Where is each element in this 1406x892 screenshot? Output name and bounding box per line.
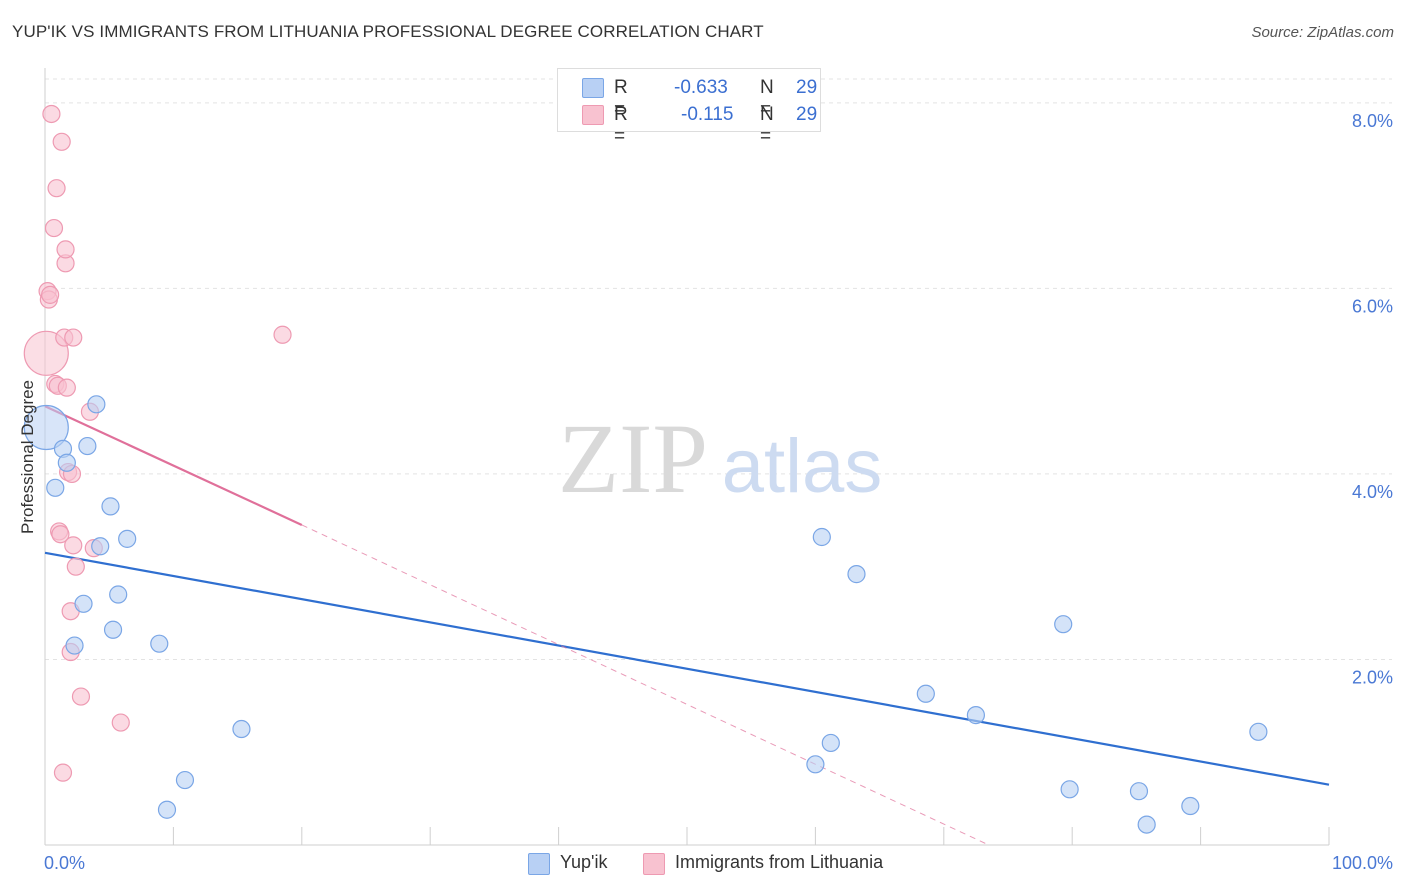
data-point-yupik bbox=[109, 585, 128, 604]
data-point-lithuania bbox=[57, 378, 76, 397]
data-point-yupik bbox=[57, 453, 76, 472]
data-point-yupik bbox=[1060, 780, 1079, 799]
data-point-yupik bbox=[157, 800, 177, 819]
source-label: Source: ZipAtlas.com bbox=[1251, 24, 1394, 41]
legend-r-value: -0.115 bbox=[681, 104, 734, 125]
data-point-yupik bbox=[150, 634, 169, 653]
watermark-zip: ZIP bbox=[558, 403, 708, 514]
legend-n-value: 29 bbox=[796, 104, 818, 125]
y-tick-label: 2.0% bbox=[1352, 667, 1393, 687]
data-point-yupik bbox=[101, 497, 120, 516]
tick-labels: 2.0% 4.0% 6.0% 8.0% 0.0% 100.0% bbox=[44, 111, 1393, 873]
watermark-atlas: atlas bbox=[722, 424, 883, 509]
data-point-yupik bbox=[91, 537, 110, 556]
data-point-lithuania bbox=[111, 713, 130, 732]
trend-line-lithuania-extension bbox=[301, 524, 989, 846]
y-tick-label: 6.0% bbox=[1352, 296, 1393, 316]
data-point-yupik bbox=[1249, 722, 1268, 741]
trend-lines bbox=[44, 405, 1330, 846]
data-point-lithuania bbox=[53, 763, 73, 782]
trend-line-lithuania bbox=[44, 405, 303, 526]
y-axis-label: Professional Degree bbox=[18, 380, 37, 534]
data-point-lithuania bbox=[51, 525, 70, 544]
correlation-legend: R = -0.633 N = 29 R = -0.115 N = 29 bbox=[557, 68, 821, 147]
bottom-legend-label-lithuania: Immigrants from Lithuania bbox=[675, 852, 884, 872]
data-point-lithuania bbox=[64, 536, 83, 555]
data-point-yupik bbox=[1129, 782, 1149, 801]
data-point-yupik bbox=[847, 565, 866, 584]
y-tick-label: 8.0% bbox=[1352, 111, 1393, 131]
data-point-lithuania bbox=[71, 687, 91, 706]
data-point-yupik bbox=[103, 620, 123, 639]
data-point-yupik bbox=[1181, 796, 1200, 816]
data-point-yupik bbox=[916, 684, 935, 703]
legend-n-value: 29 bbox=[796, 77, 818, 98]
x-tick-label: 100.0% bbox=[1332, 853, 1393, 873]
legend-r-label: R = bbox=[614, 104, 628, 147]
gridlines bbox=[45, 78, 1392, 660]
data-points bbox=[23, 104, 1268, 834]
legend-swatch-pink bbox=[582, 105, 604, 125]
legend-n-label: N = bbox=[760, 104, 774, 147]
data-point-yupik bbox=[23, 404, 69, 451]
legend-n-label: N = bbox=[760, 77, 774, 120]
data-point-yupik bbox=[65, 636, 84, 655]
data-point-lithuania bbox=[66, 557, 85, 576]
data-point-yupik bbox=[87, 395, 106, 414]
y-tick-label: 4.0% bbox=[1352, 482, 1393, 502]
data-point-lithuania bbox=[64, 328, 83, 347]
legend-r-label: R = bbox=[614, 77, 628, 120]
data-point-lithuania bbox=[41, 285, 60, 304]
data-point-lithuania bbox=[47, 179, 66, 198]
bottom-legend-swatch-blue bbox=[528, 853, 550, 875]
legend-r-value: -0.633 bbox=[674, 77, 728, 98]
data-point-yupik bbox=[74, 594, 93, 613]
data-point-yupik bbox=[78, 436, 97, 456]
x-tick-label: 0.0% bbox=[44, 853, 85, 873]
data-point-lithuania bbox=[42, 104, 61, 124]
data-point-yupik bbox=[175, 770, 195, 790]
data-point-yupik bbox=[1054, 615, 1073, 634]
bottom-legend-swatch-pink bbox=[643, 853, 665, 875]
data-point-yupik bbox=[1137, 815, 1156, 834]
data-point-lithuania bbox=[56, 240, 75, 259]
axes bbox=[44, 68, 1330, 846]
data-point-yupik bbox=[821, 733, 840, 753]
data-point-yupik bbox=[118, 529, 137, 548]
data-point-yupik bbox=[46, 478, 65, 497]
data-point-lithuania bbox=[44, 218, 64, 238]
data-point-yupik bbox=[232, 719, 251, 739]
data-point-lithuania bbox=[273, 325, 292, 344]
data-point-yupik bbox=[806, 755, 825, 774]
data-point-yupik bbox=[812, 527, 831, 547]
chart-title: YUP'IK VS IMMIGRANTS FROM LITHUANIA PROF… bbox=[12, 22, 764, 41]
data-point-lithuania bbox=[52, 132, 71, 151]
bottom-legend-label-yupik: Yup'ik bbox=[560, 852, 608, 872]
trend-line-yupik bbox=[44, 551, 1330, 786]
legend-swatch-blue bbox=[582, 78, 604, 98]
data-point-yupik bbox=[966, 706, 986, 725]
